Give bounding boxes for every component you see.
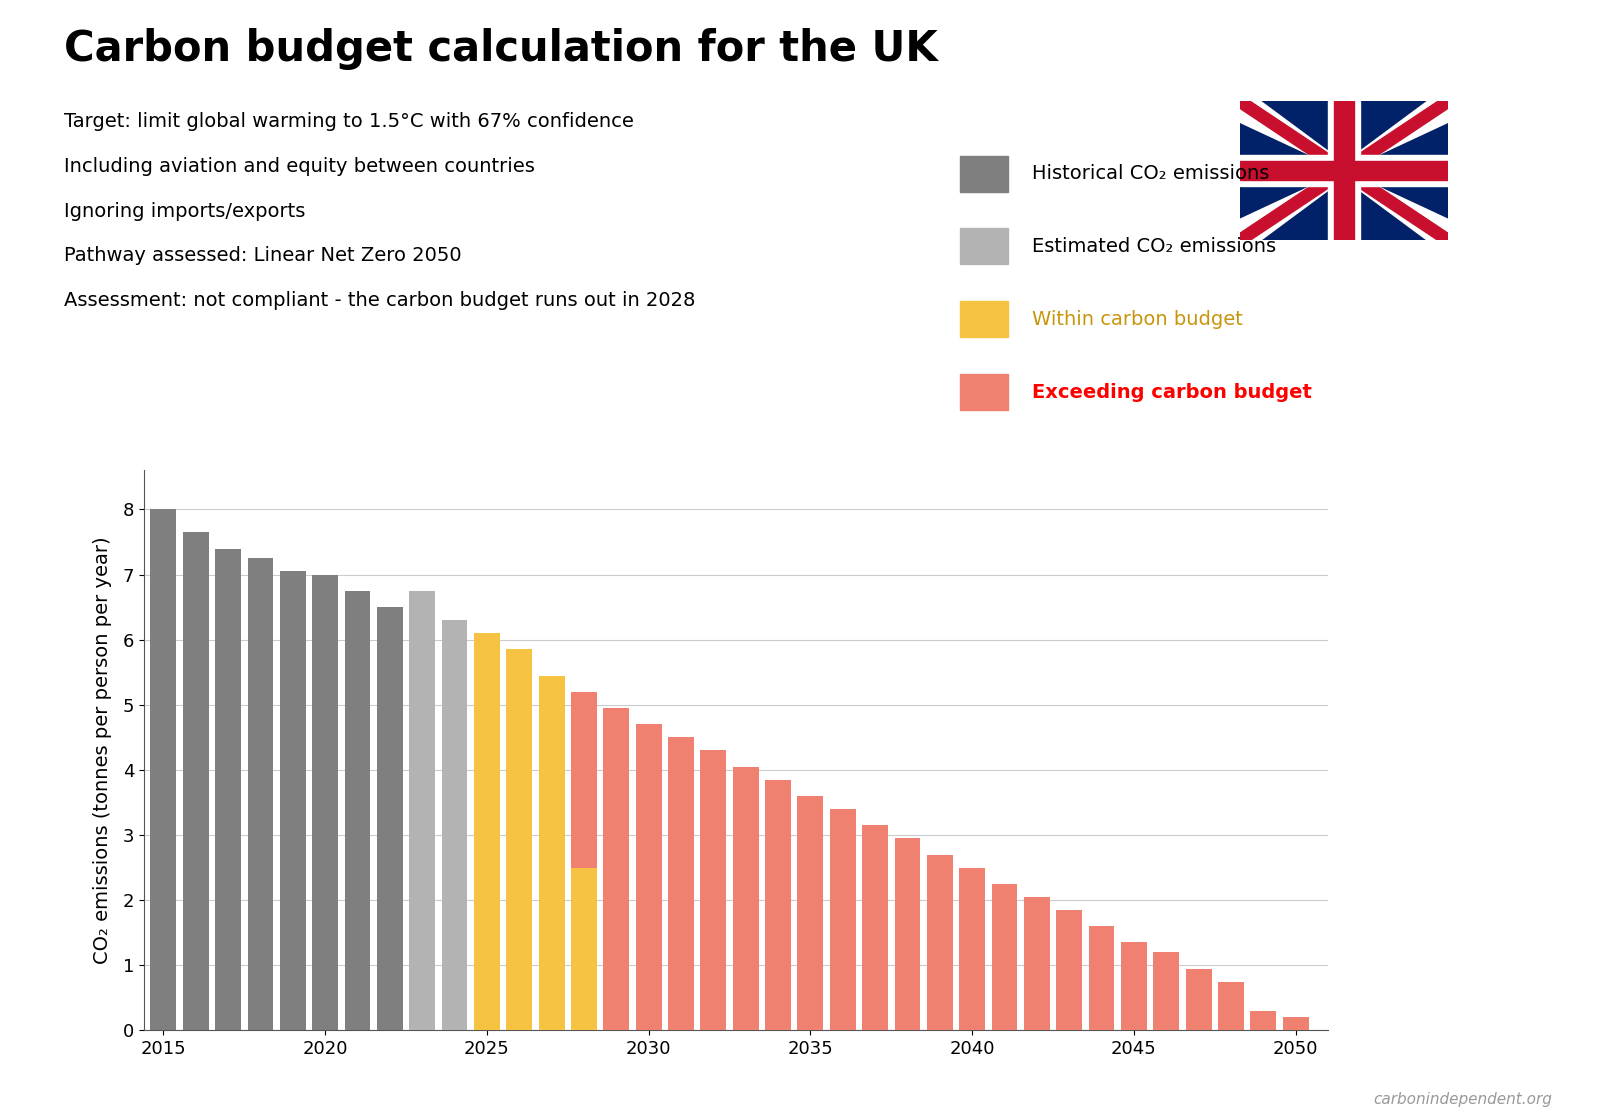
Text: Assessment: not compliant - the carbon budget runs out in 2028: Assessment: not compliant - the carbon b… [64, 291, 696, 310]
Bar [1088, 926, 1115, 1030]
Bar [1186, 969, 1211, 1030]
Polygon shape [1240, 102, 1448, 240]
Bar [248, 558, 274, 1030]
Bar [894, 838, 920, 1030]
Bar [1056, 909, 1082, 1030]
Bar [862, 825, 888, 1030]
Text: Ignoring imports/exports: Ignoring imports/exports [64, 202, 306, 221]
Bar [733, 767, 758, 1030]
Bar [410, 591, 435, 1030]
Bar [1334, 102, 1354, 240]
Bar [1283, 1017, 1309, 1030]
Polygon shape [1240, 102, 1448, 240]
Bar [960, 868, 986, 1030]
Text: Target: limit global warming to 1.5°C with 67% confidence: Target: limit global warming to 1.5°C wi… [64, 112, 634, 131]
Bar [1328, 102, 1360, 240]
Text: Including aviation and equity between countries: Including aviation and equity between co… [64, 157, 534, 176]
Bar [1218, 981, 1243, 1030]
Bar [539, 675, 565, 1030]
Bar [830, 809, 856, 1030]
Bar [1240, 161, 1448, 180]
Bar [635, 725, 661, 1030]
Polygon shape [1240, 102, 1448, 240]
Text: Exceeding carbon budget: Exceeding carbon budget [1032, 383, 1312, 401]
Bar [1250, 1011, 1277, 1030]
Bar [1240, 156, 1448, 186]
Bar [506, 650, 533, 1030]
Bar [797, 796, 824, 1030]
Bar [378, 607, 403, 1030]
Bar [214, 549, 242, 1030]
Polygon shape [1240, 102, 1448, 240]
Bar [992, 884, 1018, 1030]
Bar [571, 692, 597, 868]
Y-axis label: CO₂ emissions (tonnes per person per year): CO₂ emissions (tonnes per person per yea… [93, 536, 112, 964]
Text: Within carbon budget: Within carbon budget [1032, 310, 1243, 328]
Bar [280, 571, 306, 1030]
Bar [1154, 952, 1179, 1030]
Bar [669, 737, 694, 1030]
Text: Estimated CO₂ emissions: Estimated CO₂ emissions [1032, 237, 1277, 255]
Bar [442, 620, 467, 1030]
Bar [182, 532, 208, 1030]
Bar [312, 575, 338, 1030]
Bar [571, 868, 597, 1030]
Polygon shape [1240, 102, 1448, 240]
Bar [765, 780, 790, 1030]
Bar [474, 633, 499, 1030]
Text: carbonindependent.org: carbonindependent.org [1373, 1092, 1552, 1107]
Polygon shape [1240, 102, 1448, 240]
Bar [344, 591, 371, 1030]
Text: Carbon budget calculation for the UK: Carbon budget calculation for the UK [64, 28, 938, 69]
Text: Pathway assessed: Linear Net Zero 2050: Pathway assessed: Linear Net Zero 2050 [64, 246, 462, 265]
Bar [1122, 943, 1147, 1030]
Bar [926, 855, 952, 1030]
Text: Historical CO₂ emissions: Historical CO₂ emissions [1032, 165, 1269, 183]
Bar [603, 708, 629, 1030]
Bar [701, 750, 726, 1030]
Bar [1024, 897, 1050, 1030]
Bar [150, 510, 176, 1030]
